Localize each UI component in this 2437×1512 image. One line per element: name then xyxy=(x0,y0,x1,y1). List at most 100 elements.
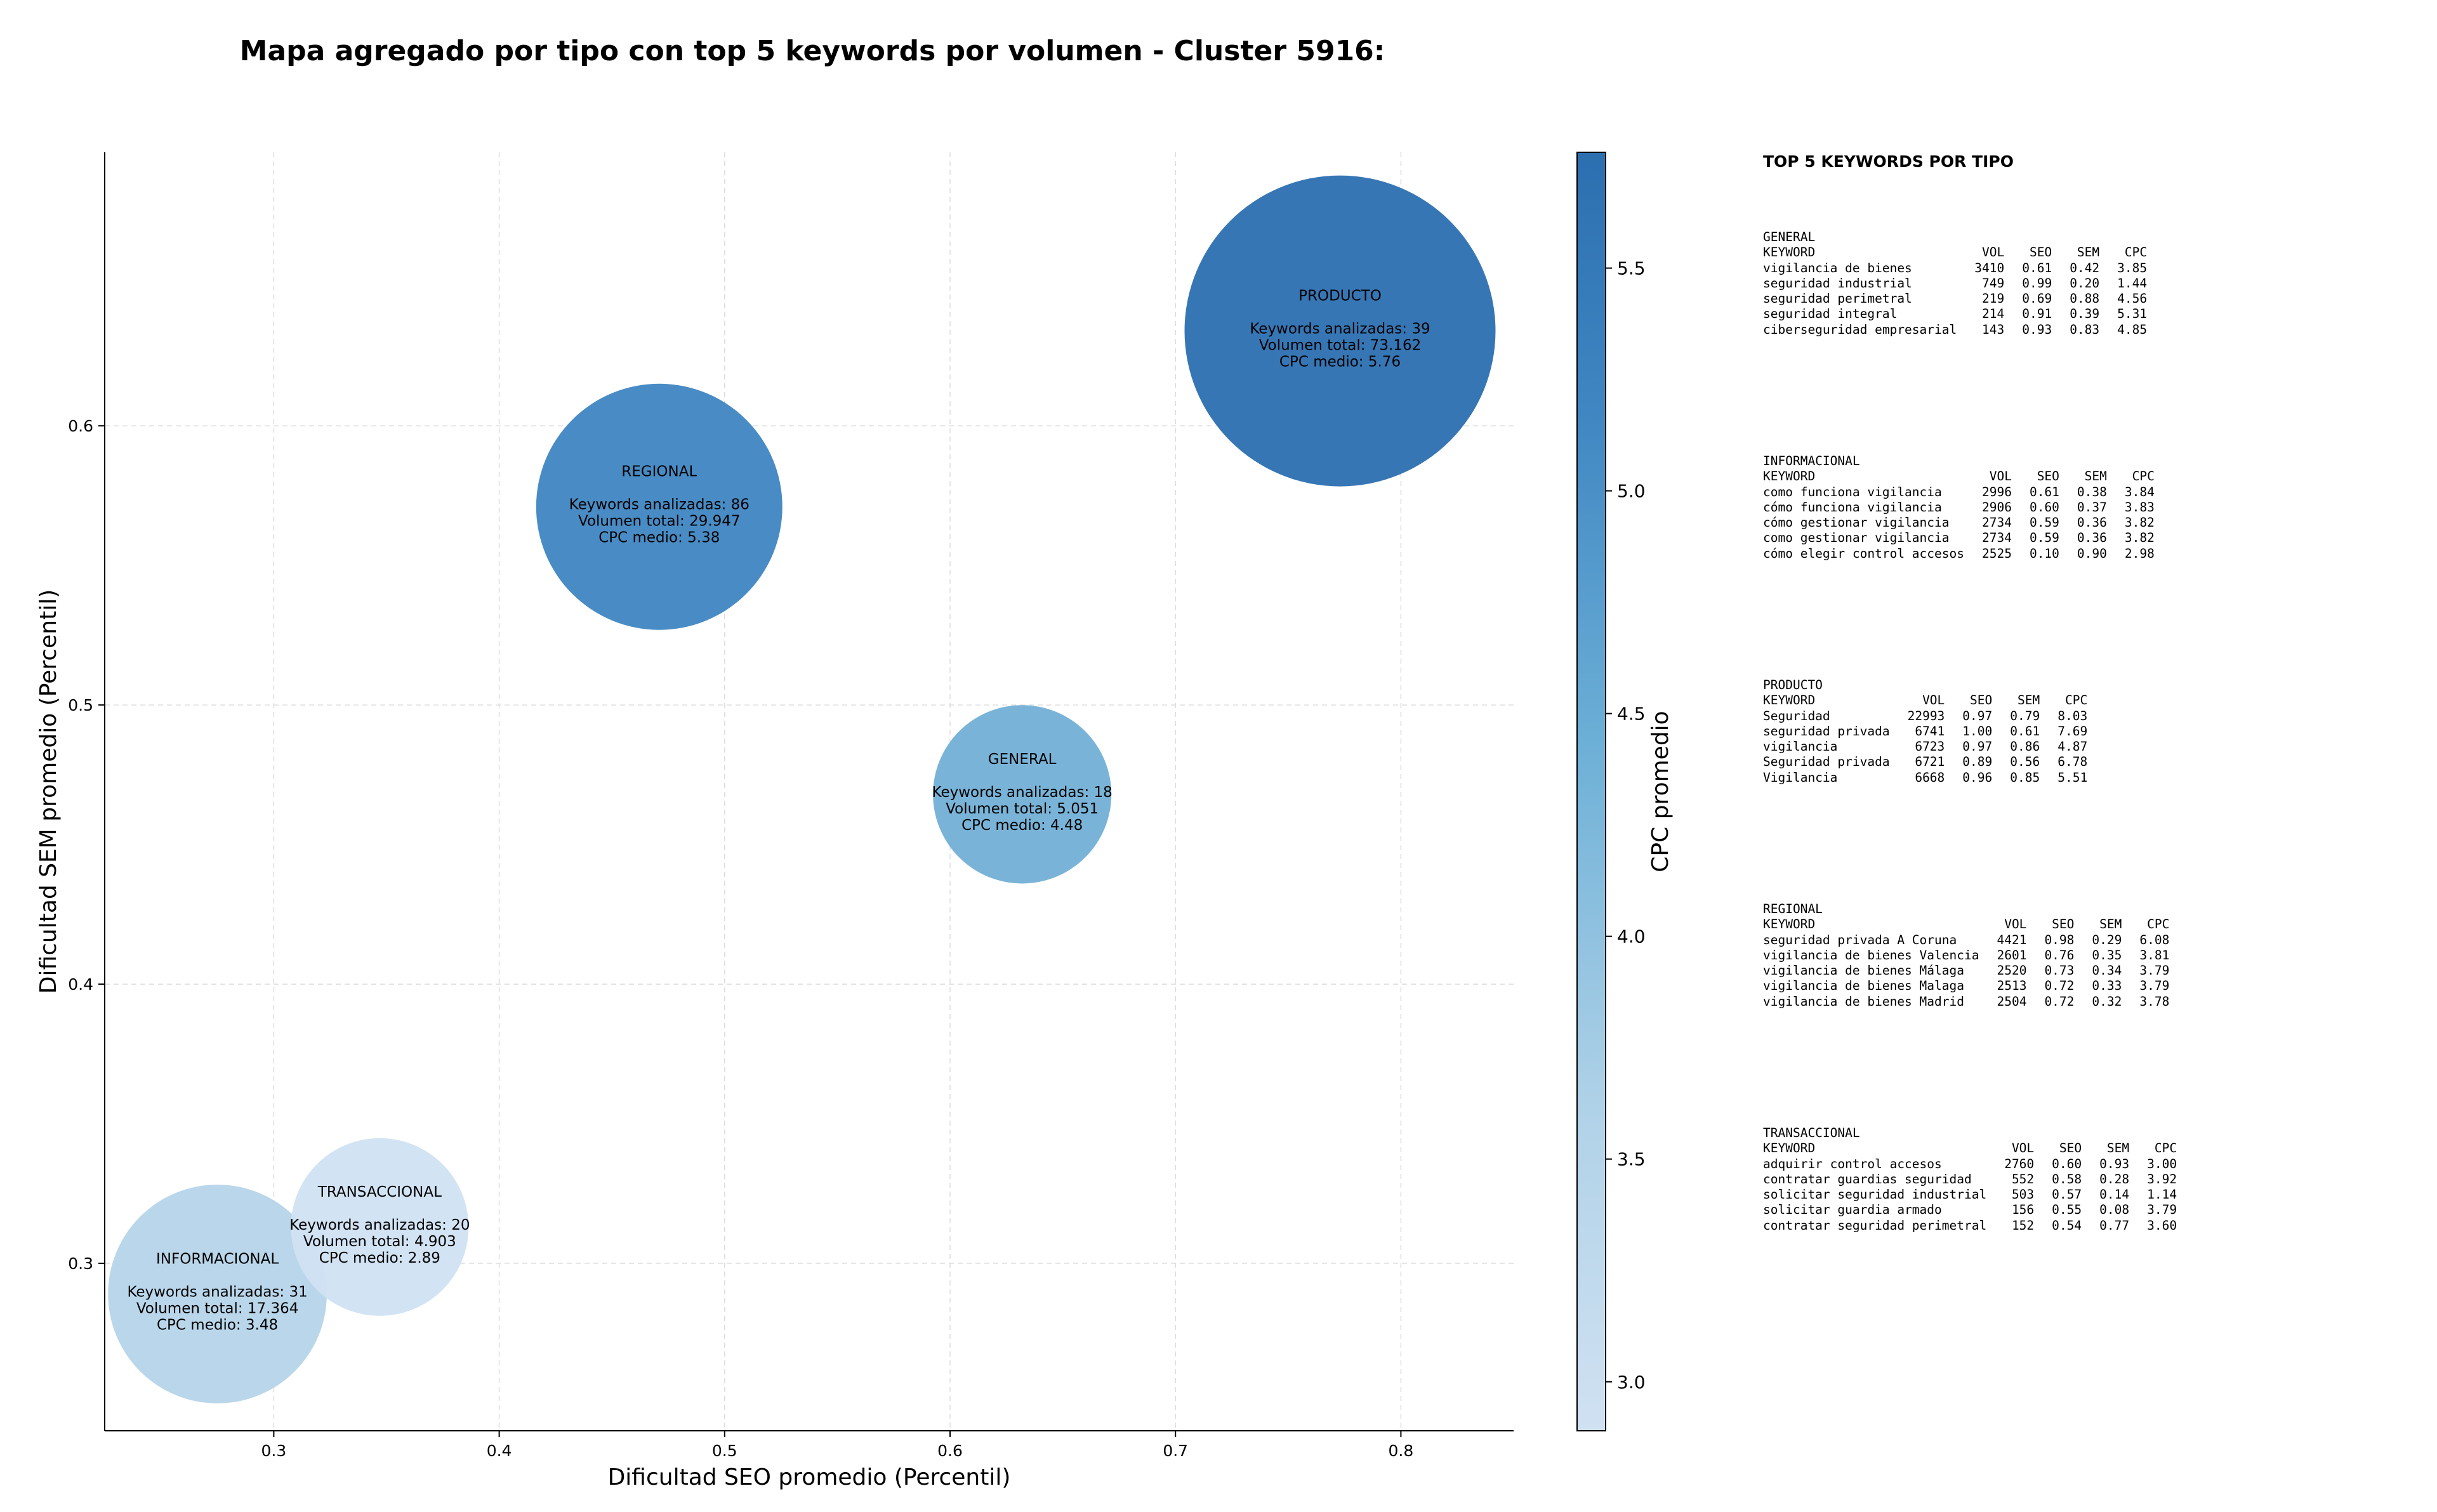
metric-cell: 3.79 xyxy=(2147,1202,2177,1218)
column-header: SEM xyxy=(2077,245,2100,260)
column-header: CPC xyxy=(2154,1141,2177,1156)
metric-cell: 3.81 xyxy=(2139,947,2170,963)
keyword-cell: vigilancia xyxy=(1763,739,1838,754)
metric-cell: 503 xyxy=(2011,1187,2035,1202)
metric-cell: 4.85 xyxy=(2117,322,2148,337)
bubble-cpc-label: CPC medio: 5.38 xyxy=(598,530,720,546)
bubble-producto xyxy=(1184,175,1496,487)
metric-cell: 0.77 xyxy=(2099,1218,2130,1233)
keyword-cell: cómo elegir control accesos xyxy=(1763,546,1964,561)
table-row: cómo gestionar vigilancia 2734 0.59 0.36 3.8… xyxy=(1763,515,2155,530)
metric-cell: 3.60 xyxy=(2147,1218,2177,1233)
metric-cell: 2996 xyxy=(1981,484,2012,499)
keyword-cell: solicitar seguridad industrial xyxy=(1763,1187,1987,1202)
metric-cell: 2520 xyxy=(1997,963,2027,978)
metric-cell: 0.89 xyxy=(1962,754,1993,770)
metric-cell: 0.72 xyxy=(2044,994,2075,1009)
bubble-transaccional xyxy=(291,1138,469,1316)
keyword-cell: seguridad industrial xyxy=(1763,275,1912,291)
metric-cell: 6668 xyxy=(1915,770,1945,785)
column-header: SEM xyxy=(2018,693,2040,708)
table-row: seguridad privada 6741 1.00 0.61 7.69 xyxy=(1763,724,2087,739)
table-row: Seguridad privada 6721 0.89 0.56 6.78 xyxy=(1763,754,2087,770)
keyword-cell: Vigilancia xyxy=(1763,770,1838,785)
bubble-cpc-label: CPC medio: 2.89 xyxy=(319,1250,440,1266)
metric-cell: 2.98 xyxy=(2124,546,2155,561)
metric-cell: 0.32 xyxy=(2092,994,2122,1009)
metric-cell: 0.57 xyxy=(2052,1187,2082,1202)
column-header: KEYWORD xyxy=(1763,469,1816,484)
bubble-regional xyxy=(536,383,783,630)
x-tick-label: 0.4 xyxy=(487,1442,512,1460)
metric-cell: 2734 xyxy=(1981,515,2012,530)
column-header: CPC xyxy=(2132,469,2155,484)
metric-cell: 3.79 xyxy=(2139,963,2170,978)
metric-cell: 0.58 xyxy=(2052,1171,2082,1187)
colorbar-tick-label: 5.5 xyxy=(1617,258,1646,279)
bubble-type-label: PRODUCTO xyxy=(1298,288,1382,305)
axes: 0.3 0.4 0.5 0.6 0.7 0.8 0.3 0.4 0.5 0.6 Dificultad… xyxy=(36,152,1514,1490)
metric-cell: 0.93 xyxy=(2022,322,2052,337)
table-row: cómo funciona vigilancia 2906 0.60 0.37 3.83 xyxy=(1763,500,2155,515)
metric-cell: 0.83 xyxy=(2070,322,2100,337)
keyword-cell: seguridad privada A Coruna xyxy=(1763,932,1957,947)
column-header: SEO xyxy=(2059,1141,2082,1156)
keyword-cell: como gestionar vigilancia xyxy=(1763,530,1950,546)
metric-cell: 0.39 xyxy=(2070,306,2100,322)
metric-cell: 0.20 xyxy=(2070,275,2100,291)
column-header: SEM xyxy=(2106,1141,2130,1156)
metric-cell: 4.87 xyxy=(2057,739,2088,754)
column-header: VOL xyxy=(1981,245,2005,260)
metric-cell: 0.72 xyxy=(2044,978,2075,994)
metric-cell: 3.00 xyxy=(2147,1156,2177,1171)
table-row: vigilancia 6723 0.97 0.86 4.87 xyxy=(1763,739,2087,754)
metric-cell: 5.31 xyxy=(2117,306,2148,322)
metric-cell: 156 xyxy=(2011,1202,2035,1218)
metric-cell: 0.54 xyxy=(2052,1218,2082,1233)
keyword-table-regional: REGIONAL KEYWORD VOL SEO SEM CPC seguridad pri… xyxy=(1763,902,2169,1009)
metric-cell: 0.73 xyxy=(2044,963,2075,978)
metric-cell: 0.37 xyxy=(2077,499,2107,515)
x-tick-label: 0.7 xyxy=(1163,1442,1188,1460)
table-row: vigilancia de bienes 3410 0.61 0.42 3.85 xyxy=(1763,261,2147,276)
y-tick-label: 0.4 xyxy=(68,975,93,994)
colorbar-tick-label: 3.0 xyxy=(1617,1372,1646,1393)
keyword-cell: cómo funciona vigilancia xyxy=(1763,499,1942,515)
bubble-volume-label: Volumen total: 73.162 xyxy=(1259,338,1422,354)
metric-cell: 0.93 xyxy=(2099,1156,2130,1171)
table-row: vigilancia de bienes Málaga 2520 0.73 0.34 3… xyxy=(1763,963,2169,978)
column-header: SEO xyxy=(2052,917,2075,932)
metric-cell: 0.61 xyxy=(2010,723,2040,739)
column-header: SEO xyxy=(1970,693,1993,708)
metric-cell: 219 xyxy=(1981,291,2005,306)
metric-cell: 5.51 xyxy=(2057,770,2088,785)
bubble-informacional xyxy=(108,1185,327,1404)
table-row: ciberseguridad empresarial 143 0.93 0.83 4.8… xyxy=(1763,322,2147,338)
metric-cell: 1.44 xyxy=(2117,275,2148,291)
colorbar-tick-label: 4.0 xyxy=(1617,926,1646,947)
table-row: vigilancia de bienes Madrid 2504 0.72 0.32 3… xyxy=(1763,994,2169,1009)
table-row: Vigilancia 6668 0.96 0.85 5.51 xyxy=(1763,770,2087,786)
column-header: VOL xyxy=(2011,1141,2035,1156)
metric-cell: 0.36 xyxy=(2077,530,2107,546)
metric-cell: 0.36 xyxy=(2077,515,2107,530)
keyword-table: KEYWORD VOL SEO SEM CPC adquirir control acce… xyxy=(1763,1141,2177,1233)
metric-cell: 214 xyxy=(1981,306,2005,322)
column-header: KEYWORD xyxy=(1763,917,1816,932)
colorbar-tick-label: 3.5 xyxy=(1617,1149,1646,1170)
metric-cell: 6741 xyxy=(1915,723,1945,739)
keyword-cell: Seguridad xyxy=(1763,708,1830,723)
table-row: Seguridad 22993 0.97 0.79 8.03 xyxy=(1763,709,2087,724)
keyword-cell: vigilancia de bienes Málaga xyxy=(1763,963,1964,978)
bubble-cpc-label: CPC medio: 5.76 xyxy=(1279,354,1401,371)
metric-cell: 1.14 xyxy=(2147,1187,2177,1202)
metric-cell: 0.34 xyxy=(2092,963,2122,978)
bubble-volume-label: Volumen total: 5.051 xyxy=(946,801,1099,817)
metric-cell: 3410 xyxy=(1974,260,2005,275)
metric-cell: 3.78 xyxy=(2139,994,2170,1009)
table-header-row: KEYWORD VOL SEO SEM CPC xyxy=(1763,245,2147,260)
y-axis-label: Dificultad SEM promedio (Percentil) xyxy=(36,589,62,994)
keyword-cell: como funciona vigilancia xyxy=(1763,484,1942,499)
